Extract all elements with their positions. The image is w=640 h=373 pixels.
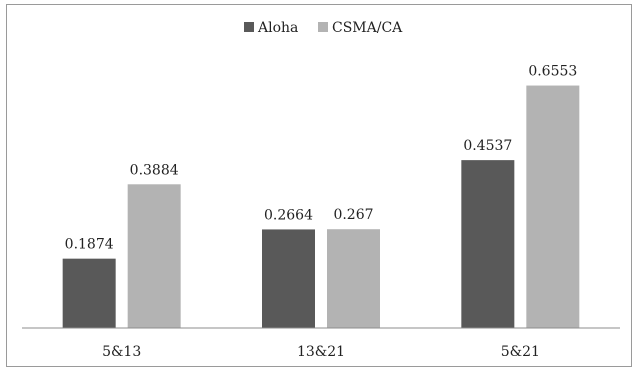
x-tick-labels: 5&13 13&21 5&21 bbox=[102, 344, 540, 360]
value-label: 0.2664 bbox=[264, 207, 313, 223]
value-label: 0.3884 bbox=[130, 162, 179, 178]
x-tick-label: 5&21 bbox=[501, 344, 540, 360]
legend-swatch bbox=[244, 22, 254, 32]
value-label: 0.267 bbox=[333, 207, 373, 223]
value-label: 0.6553 bbox=[528, 64, 577, 80]
value-label: 0.4537 bbox=[463, 138, 512, 154]
legend: Aloha CSMA/CA bbox=[244, 20, 403, 36]
value-label: 0.1874 bbox=[65, 237, 114, 253]
legend-swatch bbox=[318, 22, 328, 32]
legend-label: CSMA/CA bbox=[332, 20, 403, 36]
bar-csma-ca-2 bbox=[327, 229, 380, 328]
bar-aloha-2 bbox=[262, 229, 315, 328]
bar-aloha-1 bbox=[62, 258, 116, 328]
x-tick-label: 5&13 bbox=[102, 344, 141, 360]
bar-csma-ca-3 bbox=[526, 85, 580, 328]
legend-label: Aloha bbox=[257, 20, 298, 36]
bar-csma-ca-1 bbox=[127, 184, 181, 328]
bar-aloha-3 bbox=[461, 160, 515, 328]
x-tick-label: 13&21 bbox=[297, 344, 345, 360]
bars bbox=[62, 85, 580, 328]
value-labels: 0.1874 0.3884 0.2664 0.267 0.4537 0.6553 bbox=[65, 64, 578, 253]
